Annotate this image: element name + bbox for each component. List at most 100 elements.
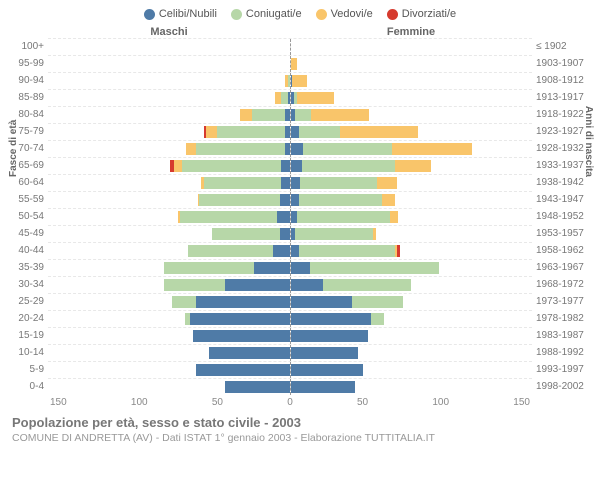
- bar-area: [48, 123, 532, 140]
- male-bar: [48, 39, 290, 55]
- segment-co: [299, 245, 396, 258]
- x-axis: 15010050050100150: [10, 397, 590, 409]
- birth-year-label: 1903-1907: [532, 58, 590, 69]
- segment-c: [281, 160, 289, 173]
- legend-label: Coniugati/e: [246, 8, 302, 20]
- segment-co: [303, 143, 392, 156]
- segment-co: [199, 194, 279, 207]
- segment-v: [395, 160, 430, 173]
- footer-subtitle: COMUNE DI ANDRETTA (AV) - Dati ISTAT 1° …: [12, 432, 588, 444]
- male-bar: [48, 260, 290, 276]
- segment-c: [277, 211, 290, 224]
- birth-year-label: 1923-1927: [532, 126, 590, 137]
- birth-year-label: 1948-1952: [532, 211, 590, 222]
- male-bar: [48, 192, 290, 208]
- male-bar: [48, 158, 290, 174]
- pyramid-rows: Fasce di età Anni di nascita 100+≤ 19029…: [10, 38, 590, 395]
- age-label: 20-24: [10, 313, 48, 324]
- footer-title: Popolazione per età, sesso e stato civil…: [12, 415, 588, 430]
- age-label: 0-4: [10, 381, 48, 392]
- bar-area: [48, 174, 532, 191]
- female-bar: [290, 345, 533, 361]
- segment-co: [217, 126, 285, 139]
- female-bar: [290, 39, 533, 55]
- segment-co: [164, 279, 225, 292]
- x-tick: 150: [50, 397, 67, 409]
- male-bar: [48, 209, 290, 225]
- segment-c: [291, 194, 299, 207]
- pyramid-row: 80-841918-1922: [10, 106, 590, 123]
- birth-year-label: 1938-1942: [532, 177, 590, 188]
- pyramid-row: 70-741928-1932: [10, 140, 590, 157]
- male-bar: [48, 362, 290, 378]
- pyramid-row: 15-191983-1987: [10, 327, 590, 344]
- legend-swatch: [316, 9, 327, 20]
- bar-area: [48, 208, 532, 225]
- legend-swatch: [231, 9, 242, 20]
- segment-c: [273, 245, 289, 258]
- segment-c: [225, 279, 289, 292]
- pyramid-row: 65-691933-1937: [10, 157, 590, 174]
- bar-area: [48, 344, 532, 361]
- female-bar: [290, 277, 533, 293]
- segment-v: [311, 109, 369, 122]
- legend-item: Vedovi/e: [316, 8, 373, 20]
- x-tick: 0: [287, 397, 293, 409]
- pyramid-row: 5-91993-1997: [10, 361, 590, 378]
- y-axis-right-title: Anni di nascita: [583, 105, 594, 176]
- chart-footer: Popolazione per età, sesso e stato civil…: [10, 415, 590, 444]
- segment-co: [164, 262, 254, 275]
- segment-co: [212, 228, 280, 241]
- segment-v: [373, 228, 376, 241]
- age-label: 95-99: [10, 58, 48, 69]
- segment-c: [291, 313, 371, 326]
- age-label: 25-29: [10, 296, 48, 307]
- legend: Celibi/NubiliConiugati/eVedovi/eDivorzia…: [10, 8, 590, 20]
- birth-year-label: 1958-1962: [532, 245, 590, 256]
- bar-area: [48, 72, 532, 89]
- birth-year-label: 1933-1937: [532, 160, 590, 171]
- bar-area: [48, 89, 532, 106]
- male-bar: [48, 345, 290, 361]
- age-label: 15-19: [10, 330, 48, 341]
- segment-co: [352, 296, 404, 309]
- male-bar: [48, 311, 290, 327]
- age-label: 55-59: [10, 194, 48, 205]
- female-bar: [290, 158, 533, 174]
- birth-year-label: 1963-1967: [532, 262, 590, 273]
- pyramid-row: 10-141988-1992: [10, 344, 590, 361]
- bar-area: [48, 242, 532, 259]
- segment-v: [206, 126, 217, 139]
- segment-c: [291, 160, 302, 173]
- pyramid-row: 100+≤ 1902: [10, 38, 590, 55]
- pyramid-row: 55-591943-1947: [10, 191, 590, 208]
- segment-c: [190, 313, 290, 326]
- pyramid-row: 0-41998-2002: [10, 378, 590, 395]
- female-bar: [290, 141, 533, 157]
- female-bar: [290, 294, 533, 310]
- population-pyramid-chart: Celibi/NubiliConiugati/eVedovi/eDivorzia…: [0, 0, 600, 444]
- female-bar: [290, 192, 533, 208]
- pyramid-row: 25-29 1973-1977: [10, 293, 590, 310]
- x-tick: 50: [212, 397, 223, 409]
- female-bar: [290, 73, 533, 89]
- bar-area: [48, 140, 532, 157]
- bar-area: [48, 259, 532, 276]
- male-bar: [48, 226, 290, 242]
- segment-v: [174, 160, 182, 173]
- birth-year-label: 1928-1932: [532, 143, 590, 154]
- pyramid-row: 50-541948-1952: [10, 208, 590, 225]
- segment-co: [310, 262, 439, 275]
- pyramid-row: 35-391963-1967: [10, 259, 590, 276]
- segment-d: [397, 245, 400, 258]
- segment-co: [371, 313, 384, 326]
- age-label: 45-49: [10, 228, 48, 239]
- male-header: Maschi: [48, 26, 290, 38]
- birth-year-label: 1973-1977: [532, 296, 590, 307]
- bar-area: [48, 191, 532, 208]
- x-tick: 100: [432, 397, 449, 409]
- pyramid-row: 45-49 1953-1957: [10, 225, 590, 242]
- bar-area: [48, 38, 532, 55]
- segment-v: [340, 126, 417, 139]
- birth-year-label: 1953-1957: [532, 228, 590, 239]
